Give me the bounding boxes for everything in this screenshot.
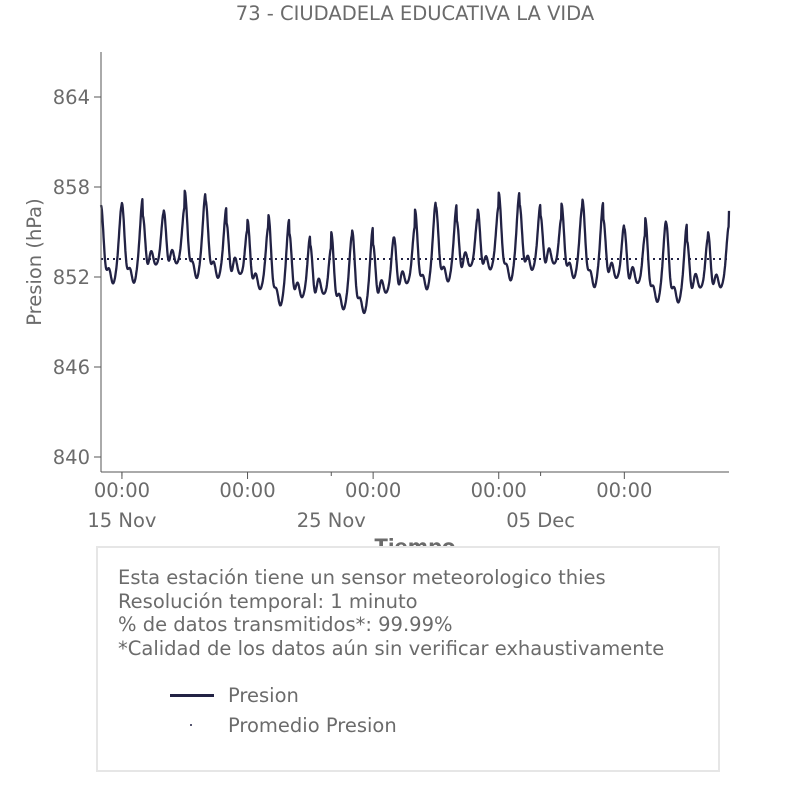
x-tick-label: 00:00 (471, 479, 527, 502)
info-line-transmitted: % de datos transmitidos*: 99.99% (118, 613, 453, 636)
plot-area (99, 189, 731, 315)
y-axis-label: Presion (hPa) (23, 198, 46, 325)
legend-line-swatch (168, 685, 214, 705)
legend-line-icon (170, 694, 214, 697)
y-tick-label: 852 (53, 266, 90, 289)
x-tick-label: 00:00 (345, 479, 401, 502)
y-tick-label: 864 (53, 86, 90, 109)
info-box: Esta estación tiene un sensor meteorolog… (96, 546, 720, 772)
legend: Presion Promedio Presion (168, 680, 397, 740)
x-date-label: 05 Dec (506, 509, 575, 532)
legend-dot-swatch (168, 715, 214, 735)
x-date-label: 25 Nov (297, 509, 366, 532)
info-line-sensor: Esta estación tiene un sensor meteorolog… (118, 566, 606, 589)
info-text: Esta estación tiene un sensor meteorolog… (118, 566, 664, 660)
legend-label-presion: Presion (228, 683, 299, 707)
info-line-resolution: Resolución temporal: 1 minuto (118, 589, 418, 613)
info-line-quality-note: *Calidad de los datos aún sin verificar … (118, 636, 665, 660)
legend-dot-icon (190, 724, 192, 726)
legend-item-presion: Presion (168, 680, 397, 710)
x-tick-label: 00:00 (219, 479, 275, 502)
series-line-presion (99, 189, 731, 315)
legend-item-promedio: Promedio Presion (168, 710, 397, 740)
y-tick-label: 846 (53, 356, 90, 379)
axes: 840 846 852 858 864 00:00 00:00 00:00 00:00 00:00… (53, 52, 729, 532)
legend-label-promedio: Promedio Presion (228, 713, 397, 737)
y-tick-label: 840 (53, 446, 90, 469)
x-tick-label: 00:00 (596, 479, 652, 502)
x-tick-label: 00:00 (94, 479, 150, 502)
y-tick-label: 858 (53, 176, 90, 199)
x-date-label: 15 Nov (87, 509, 156, 532)
chart-title: 73 - CIUDADELA EDUCATIVA LA VIDA (236, 2, 595, 25)
